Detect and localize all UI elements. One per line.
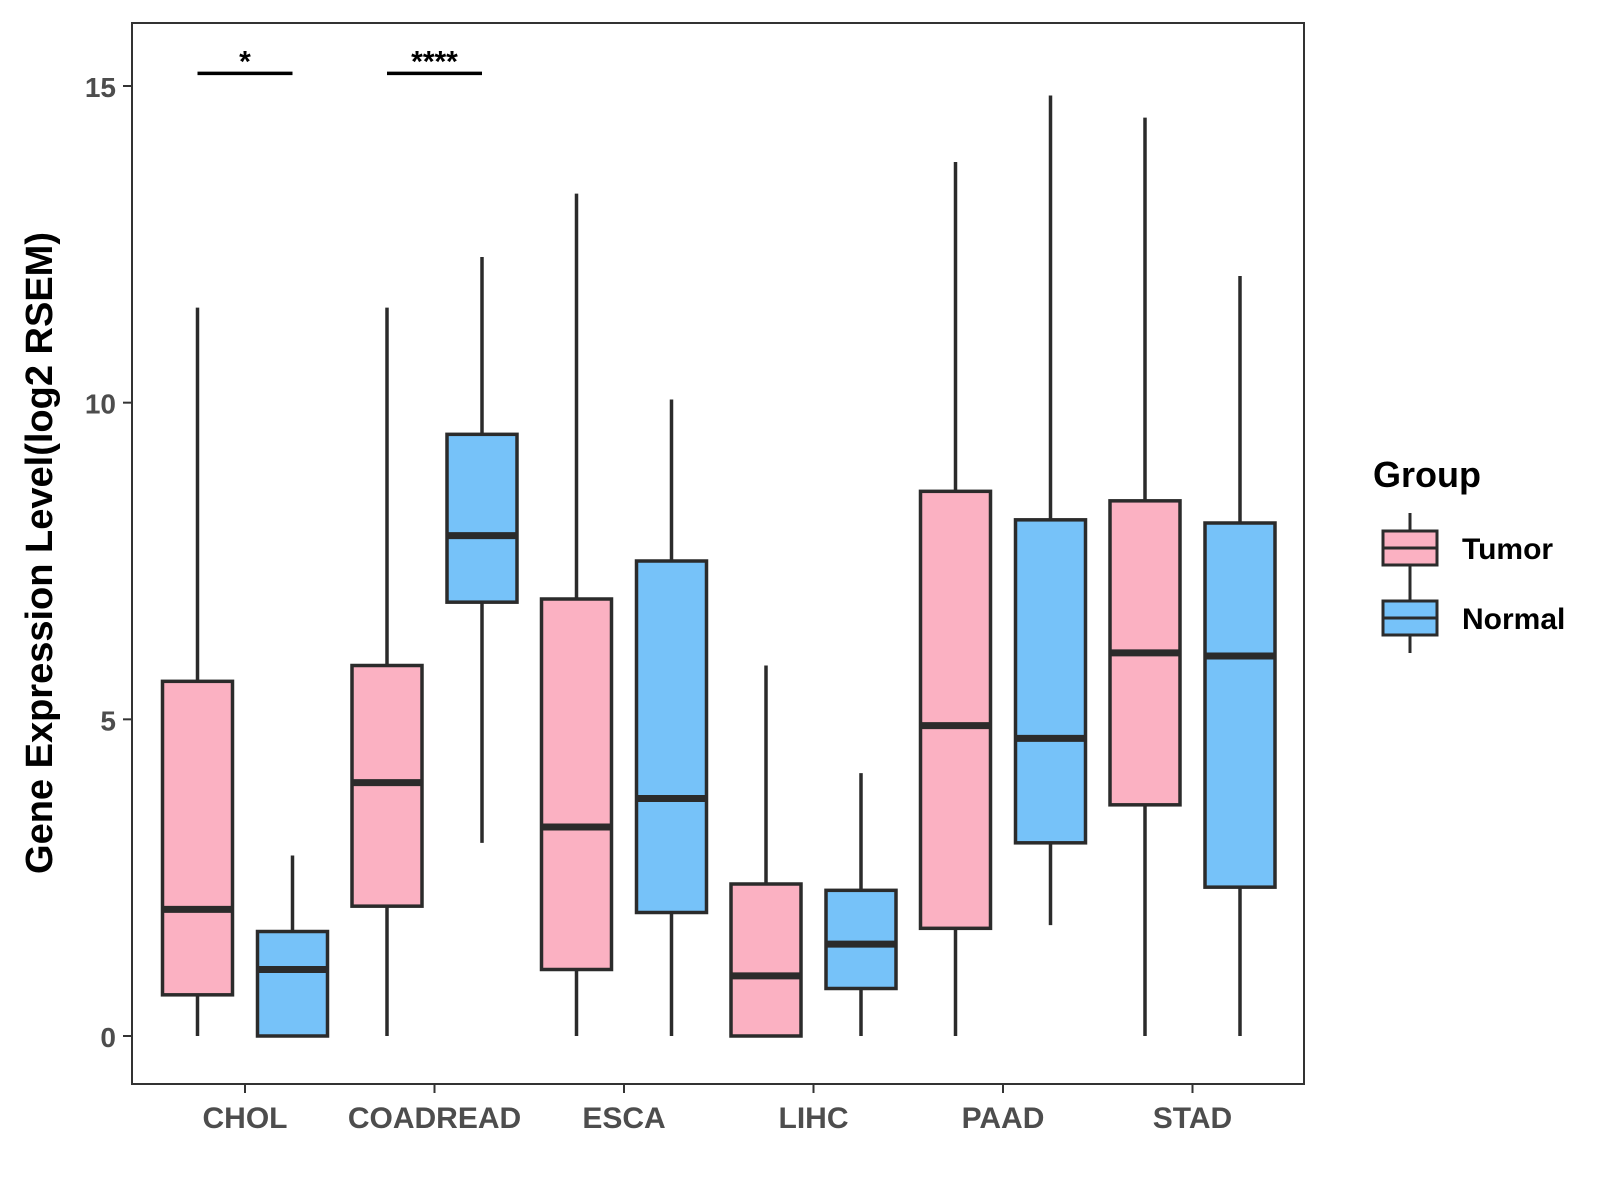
legend: Group Tumor Normal: [1373, 454, 1565, 653]
x-tick-label-lihc: LIHC: [779, 1102, 849, 1135]
legend-title: Group: [1373, 454, 1481, 495]
box-iqr: [1013, 518, 1088, 845]
x-tick-label-stad: STAD: [1153, 1102, 1232, 1135]
box-iqr: [160, 679, 235, 997]
box-tumor-stad: [1108, 117, 1182, 1036]
y-tick-label: 15: [85, 72, 116, 103]
y-tick-label: 5: [100, 705, 116, 736]
box-iqr: [1203, 521, 1277, 889]
box-iqr: [539, 597, 614, 972]
x-tick-label-paad: PAAD: [962, 1102, 1045, 1135]
box-tumor-esca: [539, 193, 614, 1036]
box-normal-esca: [634, 399, 709, 1036]
significance-coadread: ****: [387, 45, 482, 78]
plot-layer: * ****: [160, 45, 1277, 1038]
legend-label: Normal: [1462, 603, 1565, 636]
box-normal-stad: [1203, 276, 1277, 1036]
box-iqr: [729, 882, 803, 1038]
x-tick-label-coadread: COADREAD: [348, 1102, 521, 1135]
box-tumor-chol: [160, 307, 235, 1036]
significance-label: *: [239, 45, 251, 78]
box-tumor-coadread: [350, 307, 424, 1036]
significance-chol: *: [197, 45, 293, 78]
box-iqr: [634, 559, 709, 915]
box-normal-lihc: [824, 773, 898, 1036]
box-normal-chol: [255, 855, 330, 1038]
box-iqr: [824, 888, 898, 991]
y-tick-label: 10: [85, 389, 116, 420]
x-tick-label-chol: CHOL: [203, 1102, 288, 1135]
y-axis-title: Gene Expression Level(log2 RSEM): [19, 232, 61, 874]
legend-label: Tumor: [1462, 533, 1553, 566]
legend-item-tumor: Tumor: [1381, 513, 1553, 583]
plot-panel-border: [131, 22, 1305, 1085]
y-tick-label: 0: [100, 1022, 116, 1053]
box-normal-coadread: [445, 257, 519, 843]
legend-item-normal: Normal: [1381, 583, 1565, 653]
box-iqr: [255, 929, 330, 1038]
box-iqr: [918, 489, 993, 931]
x-tick-label-esca: ESCA: [582, 1102, 665, 1135]
axis-layer: 0 5 10 15 CHOL COADREAD ESCA LIHC PAAD STAD: [85, 72, 1232, 1135]
box-iqr: [445, 432, 519, 604]
box-tumor-lihc: [729, 665, 803, 1038]
box-normal-paad: [1013, 95, 1088, 926]
box-tumor-paad: [918, 162, 993, 1036]
significance-label: ****: [411, 45, 458, 78]
